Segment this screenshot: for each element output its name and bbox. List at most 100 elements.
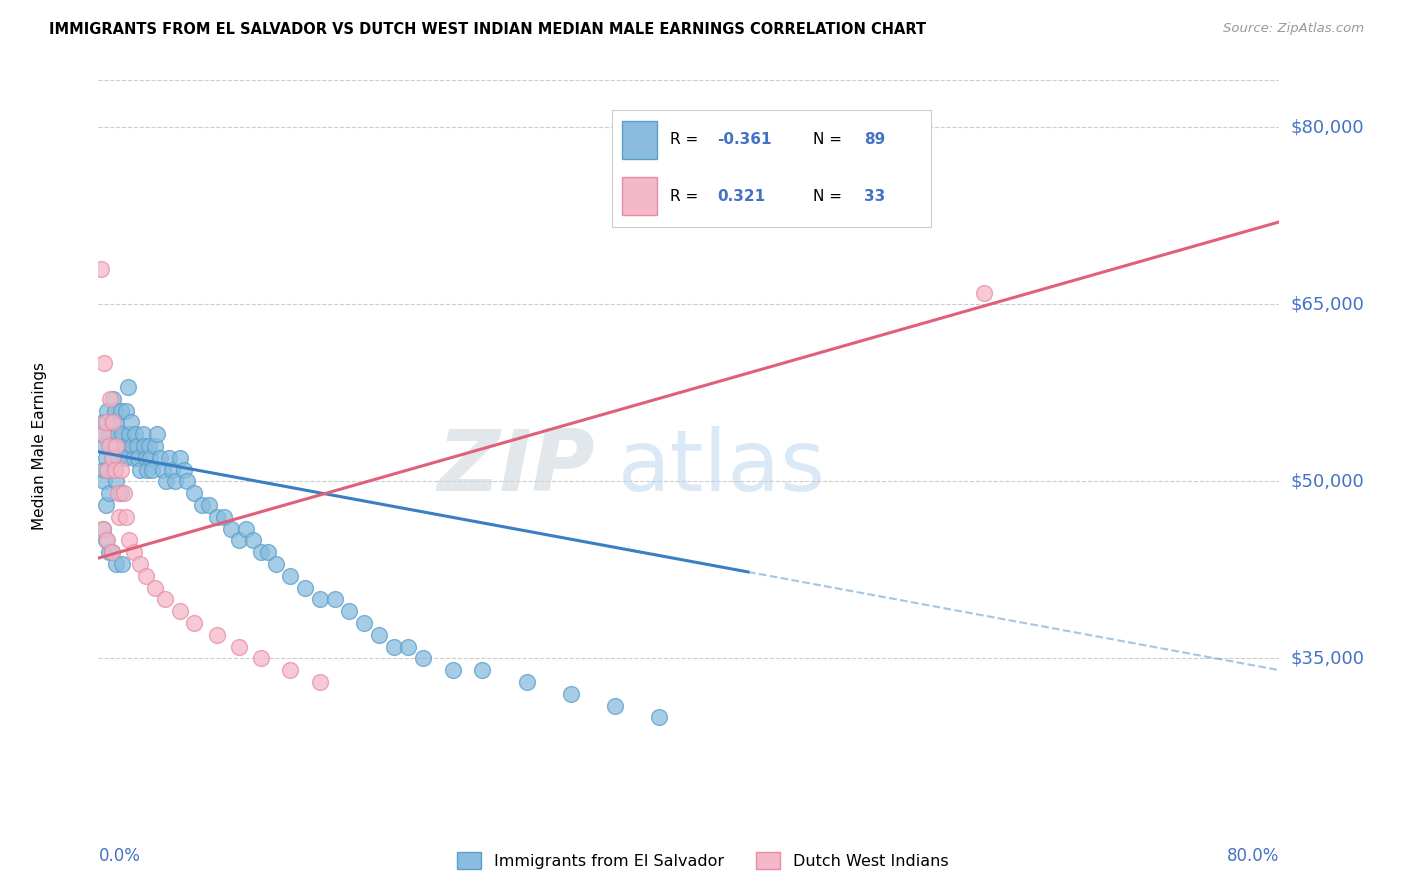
Point	[100, 450, 122, 465]
Point	[146, 427, 169, 442]
Point	[90, 262, 112, 277]
Point	[157, 450, 180, 465]
Point	[382, 640, 405, 654]
Point	[264, 557, 287, 571]
Point	[107, 486, 129, 500]
Point	[91, 416, 114, 430]
Point	[122, 450, 145, 465]
Text: $80,000: $80,000	[1291, 119, 1364, 136]
Point	[139, 450, 162, 465]
Point	[294, 581, 316, 595]
Point	[250, 545, 273, 559]
Point	[132, 427, 155, 442]
Point	[97, 427, 120, 442]
Point	[117, 380, 139, 394]
Point	[105, 439, 128, 453]
Point	[115, 403, 138, 417]
Point	[103, 450, 125, 465]
Point	[143, 581, 166, 595]
Point	[228, 533, 250, 548]
Point	[136, 462, 159, 476]
Point	[412, 651, 434, 665]
Point	[198, 498, 221, 512]
Point	[103, 392, 125, 406]
Point	[103, 416, 125, 430]
Point	[155, 475, 177, 489]
Point	[128, 557, 150, 571]
Point	[250, 651, 273, 665]
Point	[309, 675, 332, 690]
Point	[162, 462, 183, 476]
Point	[278, 568, 302, 582]
Text: ZIP: ZIP	[437, 426, 595, 509]
Point	[114, 450, 136, 465]
Point	[96, 462, 118, 476]
Point	[105, 475, 128, 489]
Point	[127, 450, 149, 465]
Point	[105, 557, 128, 571]
Point	[128, 462, 150, 476]
Point	[91, 462, 114, 476]
Point	[118, 533, 141, 548]
Point	[153, 592, 176, 607]
Point	[100, 545, 122, 559]
Point	[125, 439, 148, 453]
Point	[560, 687, 582, 701]
Point	[228, 640, 250, 654]
Point	[110, 403, 132, 417]
Point	[94, 533, 117, 548]
Point	[138, 439, 160, 453]
Point	[90, 427, 112, 442]
Legend: Immigrants from El Salvador, Dutch West Indians: Immigrants from El Salvador, Dutch West …	[451, 846, 955, 875]
Text: atlas: atlas	[619, 426, 827, 509]
Point	[97, 486, 120, 500]
Text: Median Male Earnings: Median Male Earnings	[32, 362, 46, 530]
Point	[93, 356, 115, 370]
Point	[100, 416, 122, 430]
Point	[183, 615, 205, 630]
Point	[93, 475, 115, 489]
Point	[176, 475, 198, 489]
Point	[124, 427, 146, 442]
Point	[135, 450, 157, 465]
Point	[118, 427, 141, 442]
Point	[97, 439, 120, 453]
Point	[107, 450, 129, 465]
Point	[97, 545, 120, 559]
Text: 0.0%: 0.0%	[98, 847, 141, 865]
Point	[368, 628, 391, 642]
Point	[309, 592, 332, 607]
Point	[111, 557, 134, 571]
Point	[100, 545, 122, 559]
Point	[134, 439, 156, 453]
Point	[93, 439, 115, 453]
Point	[165, 475, 187, 489]
Point	[337, 604, 360, 618]
Point	[278, 663, 302, 677]
Point	[257, 545, 280, 559]
Point	[441, 663, 464, 677]
Text: IMMIGRANTS FROM EL SALVADOR VS DUTCH WEST INDIAN MEDIAN MALE EARNINGS CORRELATIO: IMMIGRANTS FROM EL SALVADOR VS DUTCH WES…	[49, 22, 927, 37]
Point	[96, 533, 118, 548]
Point	[112, 439, 135, 453]
Point	[173, 462, 195, 476]
Point	[112, 486, 135, 500]
Point	[396, 640, 419, 654]
Point	[515, 675, 537, 690]
Text: $65,000: $65,000	[1291, 295, 1364, 313]
Point	[108, 439, 131, 453]
Point	[96, 462, 118, 476]
Point	[605, 698, 627, 713]
Point	[648, 710, 671, 724]
Point	[149, 450, 172, 465]
Point	[120, 416, 142, 430]
Text: 80.0%: 80.0%	[1227, 847, 1279, 865]
Point	[122, 545, 145, 559]
Point	[104, 403, 127, 417]
Point	[107, 427, 129, 442]
Point	[104, 462, 127, 476]
Point	[91, 522, 114, 536]
Point	[94, 498, 117, 512]
Point	[105, 416, 128, 430]
Text: $50,000: $50,000	[1291, 473, 1364, 491]
